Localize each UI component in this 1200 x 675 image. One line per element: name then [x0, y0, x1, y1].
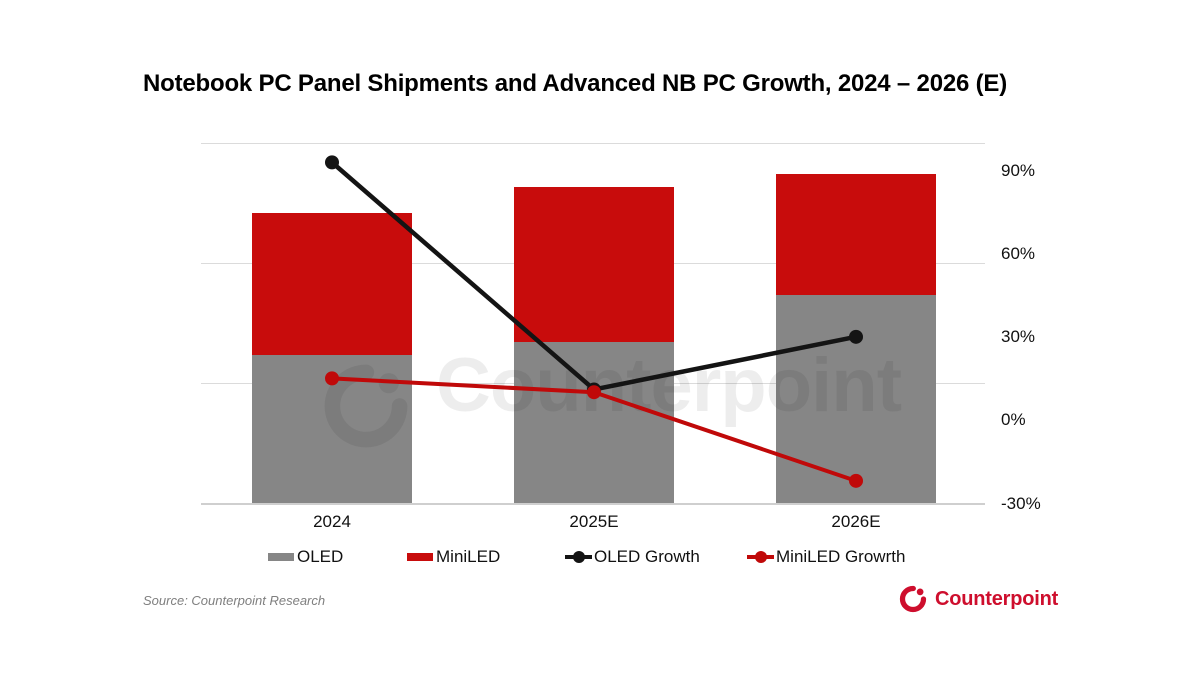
counterpoint-logo: Counterpoint — [898, 584, 1058, 614]
counterpoint-logo-icon — [899, 585, 927, 613]
bar-segment-miniled-2024 — [252, 212, 412, 356]
x-axis-label-2026e: 2026E — [831, 512, 881, 531]
source-note: Source: Counterpoint Research — [143, 593, 326, 608]
bar-segment-miniled-2025e — [514, 187, 674, 343]
x-axis-line — [201, 503, 985, 505]
miniled-growrth-swatch-icon — [747, 547, 774, 567]
x-axis-label-2025e: 2025E — [569, 512, 619, 531]
bar-segment-oled-2025e — [514, 342, 674, 503]
legend-item-oled: OLED — [268, 547, 343, 567]
x-axis-label-2024: 2024 — [313, 512, 351, 531]
chart-title: Notebook PC Panel Shipments and Advanced… — [143, 70, 1007, 97]
counterpoint-logo-text: Counterpoint — [935, 587, 1059, 610]
miniled-swatch-icon — [407, 553, 433, 561]
gridline — [201, 142, 985, 144]
oled-swatch-icon — [268, 553, 294, 561]
bar-segment-oled-2024 — [252, 355, 412, 503]
right-axis-tick-30pct: 30% — [1001, 327, 1036, 347]
oled-growth-swatch-icon — [565, 547, 592, 567]
legend-item-miniled-growrth: MiniLED Growrth — [747, 547, 905, 567]
bar-segment-miniled-2026e — [776, 174, 936, 296]
legend-label: OLED Growth — [594, 547, 700, 566]
right-axis-tick-60pct: 60% — [1001, 244, 1036, 264]
legend-label: MiniLED Growrth — [776, 547, 906, 566]
right-axis-tick-neg30pct: -30% — [1001, 493, 1041, 513]
right-axis-tick-0pct: 0% — [1001, 410, 1026, 430]
bar-segment-oled-2026e — [776, 295, 936, 503]
right-axis-tick-90pct: 90% — [1001, 161, 1036, 181]
legend-item-miniled: MiniLED — [407, 547, 500, 567]
legend-item-oled-growth: OLED Growth — [565, 547, 700, 567]
legend-label: MiniLED — [436, 547, 501, 566]
legend-label: OLED — [297, 547, 344, 566]
